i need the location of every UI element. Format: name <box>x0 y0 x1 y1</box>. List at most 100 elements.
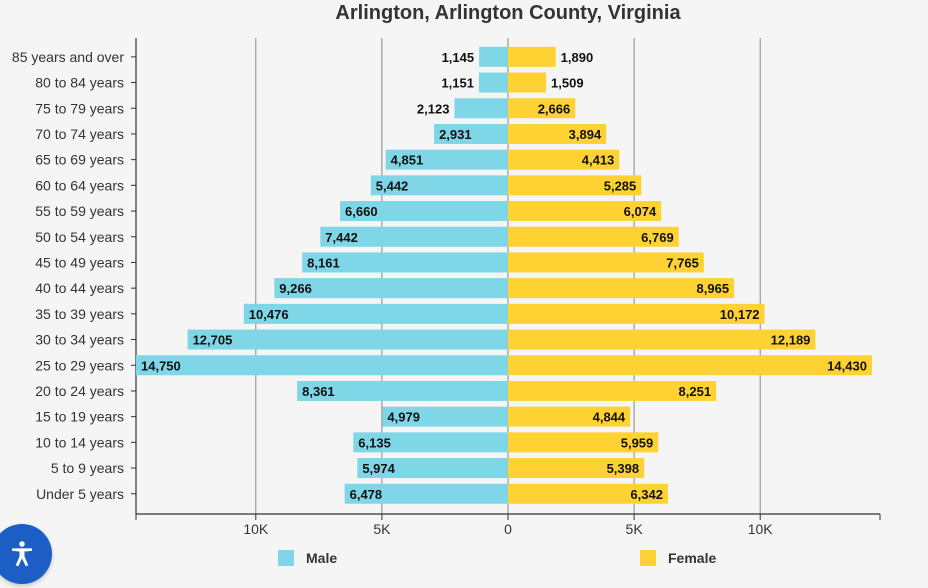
female-value-label: 1,890 <box>561 50 594 65</box>
male-value-label: 6,478 <box>350 487 383 502</box>
x-tick-label: 0 <box>504 521 512 537</box>
male-value-label: 9,266 <box>279 281 312 296</box>
male-bar <box>454 98 508 119</box>
legend-male-label: Male <box>306 550 338 566</box>
male-value-label: 8,161 <box>307 255 340 270</box>
female-bar <box>508 406 631 427</box>
female-bar <box>508 149 620 170</box>
female-value-label: 6,342 <box>630 487 663 502</box>
female-bar <box>508 278 735 299</box>
female-value-label: 5,285 <box>604 178 637 193</box>
male-bar <box>479 46 508 67</box>
female-value-label: 6,769 <box>641 230 674 245</box>
male-bar <box>353 432 508 453</box>
female-value-label: 8,251 <box>679 384 712 399</box>
male-value-label: 14,750 <box>141 358 181 373</box>
male-bar <box>302 252 508 273</box>
female-value-label: 4,844 <box>593 410 626 425</box>
male-bar <box>187 329 508 350</box>
female-bar <box>508 458 645 479</box>
legend-female-swatch <box>640 550 656 566</box>
population-pyramid-chart: 85 years and over 1,145 1,890 80 to 84 year… <box>12 38 881 537</box>
legend-male[interactable]: Male <box>278 550 337 566</box>
female-bar <box>508 432 659 453</box>
male-value-label: 5,442 <box>376 178 409 193</box>
male-bar <box>385 149 508 170</box>
x-tick-label: 5K <box>373 521 391 537</box>
male-bar <box>320 226 508 247</box>
y-tick-label: 60 to 64 years <box>35 177 124 193</box>
x-tick-label: 10K <box>748 521 774 537</box>
y-tick-label: 55 to 59 years <box>35 203 124 219</box>
female-bar <box>508 201 662 222</box>
male-bar <box>136 355 508 376</box>
male-value-label: 5,974 <box>362 461 395 476</box>
y-tick-label: 50 to 54 years <box>35 229 124 245</box>
male-value-label: 4,851 <box>391 153 424 168</box>
female-bar <box>508 98 576 119</box>
female-value-label: 6,074 <box>624 204 657 219</box>
accessibility-icon <box>12 541 32 567</box>
accessibility-button[interactable] <box>0 524 52 584</box>
y-tick-label: 75 to 79 years <box>35 100 124 116</box>
female-bar <box>508 175 642 196</box>
female-bar <box>508 329 816 350</box>
male-value-label: 6,135 <box>358 435 391 450</box>
male-value-label: 1,145 <box>442 50 475 65</box>
female-bar <box>508 252 704 273</box>
female-value-label: 4,413 <box>582 153 615 168</box>
y-tick-label: 45 to 49 years <box>35 254 124 270</box>
y-tick-label: 5 to 9 years <box>51 460 124 476</box>
female-value-label: 3,894 <box>569 127 602 142</box>
female-value-label: 2,666 <box>538 101 571 116</box>
y-tick-label: 65 to 69 years <box>35 152 124 168</box>
y-tick-label: 80 to 84 years <box>35 75 124 91</box>
male-bar <box>370 175 508 196</box>
male-value-label: 1,151 <box>441 76 474 91</box>
female-value-label: 12,189 <box>771 333 811 348</box>
legend-male-swatch <box>278 550 294 566</box>
y-tick-label: 15 to 19 years <box>35 409 124 425</box>
male-bar <box>434 123 508 144</box>
female-bar <box>508 483 668 504</box>
female-bar <box>508 46 556 67</box>
male-value-label: 12,705 <box>193 333 233 348</box>
female-value-label: 5,398 <box>607 461 640 476</box>
y-tick-label: 10 to 14 years <box>35 434 124 450</box>
female-bar <box>508 355 872 376</box>
y-tick-label: 25 to 29 years <box>35 357 124 373</box>
legend-female-label: Female <box>668 550 717 566</box>
y-tick-label: 70 to 74 years <box>35 126 124 142</box>
female-value-label: 7,765 <box>666 255 699 270</box>
male-bar <box>357 458 508 479</box>
male-value-label: 2,123 <box>417 101 450 116</box>
y-tick-label: 20 to 24 years <box>35 383 124 399</box>
male-value-label: 6,660 <box>345 204 378 219</box>
female-bar <box>508 303 765 324</box>
female-bar <box>508 380 717 401</box>
y-tick-label: 35 to 39 years <box>35 306 124 322</box>
male-bar <box>297 380 508 401</box>
female-bar <box>508 123 607 144</box>
male-value-label: 8,361 <box>302 384 335 399</box>
x-tick-label: 10K <box>243 521 269 537</box>
y-tick-label: 40 to 44 years <box>35 280 124 296</box>
male-bar <box>274 278 508 299</box>
y-tick-label: Under 5 years <box>36 486 124 502</box>
y-tick-label: 30 to 34 years <box>35 332 124 348</box>
female-value-label: 10,172 <box>720 307 760 322</box>
female-bar <box>508 226 679 247</box>
male-bar <box>340 201 508 222</box>
female-value-label: 8,965 <box>697 281 730 296</box>
x-tick-label: 5K <box>626 521 644 537</box>
female-value-label: 14,430 <box>827 358 867 373</box>
male-value-label: 4,979 <box>387 410 420 425</box>
female-value-label: 1,509 <box>551 76 584 91</box>
male-value-label: 2,931 <box>439 127 472 142</box>
male-bar <box>243 303 508 324</box>
female-bar <box>508 72 547 93</box>
male-value-label: 7,442 <box>325 230 358 245</box>
page-title: Arlington, Arlington County, Virginia <box>335 2 681 24</box>
female-value-label: 5,959 <box>621 435 654 450</box>
legend-female[interactable]: Female <box>640 550 716 566</box>
